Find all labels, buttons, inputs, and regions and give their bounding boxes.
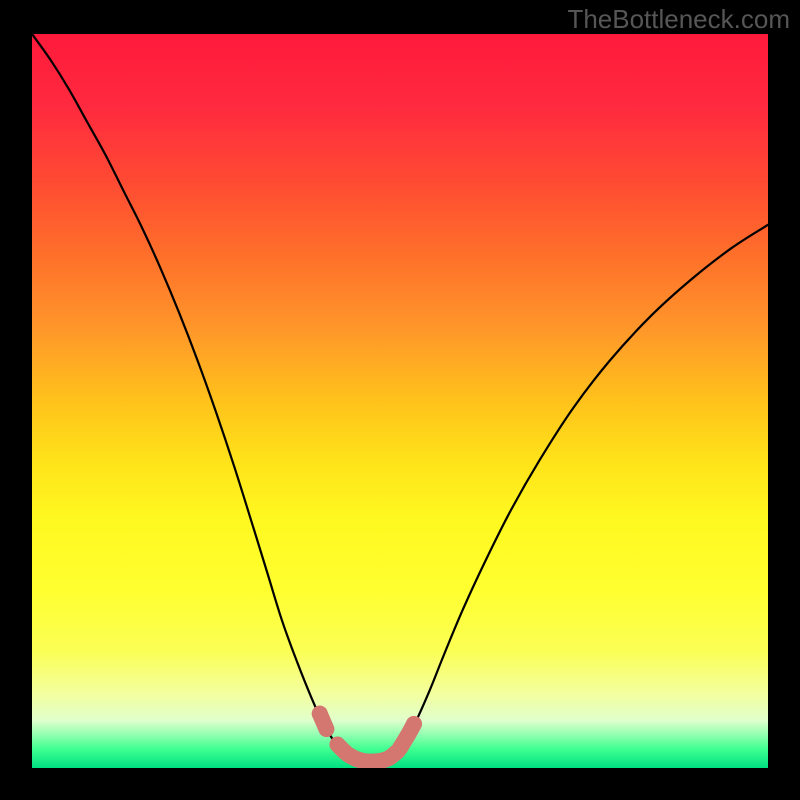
plot-area — [32, 34, 768, 768]
chart-canvas: TheBottleneck.com — [0, 0, 800, 800]
optimal-zone-endpoint-1 — [406, 716, 422, 732]
optimal-zone-endpoint-0 — [312, 706, 328, 722]
bottleneck-curve-chart — [32, 34, 768, 768]
gradient-background — [32, 34, 768, 768]
watermark-text: TheBottleneck.com — [567, 4, 790, 35]
